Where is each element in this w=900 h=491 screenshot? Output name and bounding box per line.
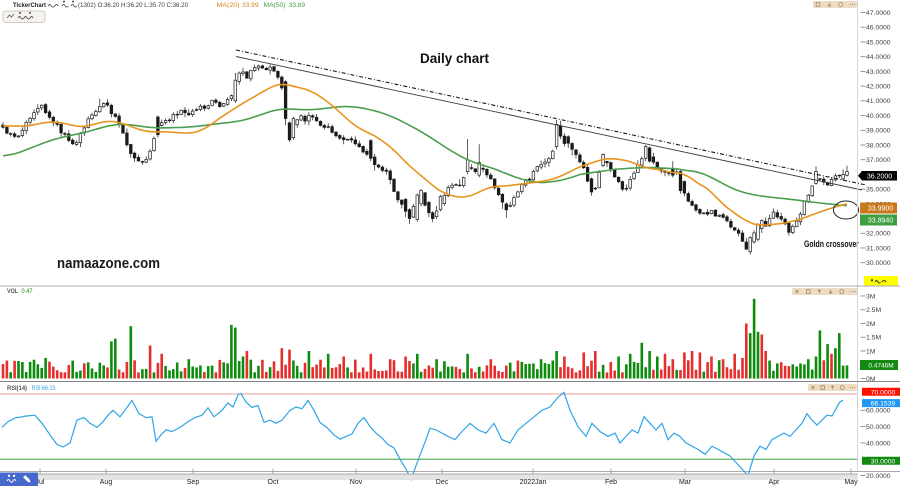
svg-text:33.89: 33.89 bbox=[289, 2, 306, 9]
svg-text:Oct: Oct bbox=[268, 479, 279, 486]
svg-text:33.9900: 33.9900 bbox=[868, 206, 893, 213]
svg-text:31.0000: 31.0000 bbox=[866, 245, 891, 252]
svg-text:45.0000: 45.0000 bbox=[866, 39, 891, 46]
svg-text:32.0000: 32.0000 bbox=[866, 231, 891, 238]
svg-text:50.0000: 50.0000 bbox=[866, 424, 891, 431]
svg-text:43.0000: 43.0000 bbox=[866, 69, 891, 76]
svg-text:May: May bbox=[844, 479, 858, 486]
svg-text:RSI(14): RSI(14) bbox=[7, 385, 27, 392]
svg-text:1M: 1M bbox=[866, 348, 876, 355]
svg-text:MA(20): MA(20) bbox=[217, 2, 240, 9]
svg-text:44.0000: 44.0000 bbox=[866, 54, 891, 61]
svg-text:TickerChart: TickerChart bbox=[13, 2, 46, 9]
svg-text:30.0000: 30.0000 bbox=[866, 260, 891, 267]
svg-text:0.47: 0.47 bbox=[22, 288, 34, 295]
svg-text:Dec: Dec bbox=[436, 479, 449, 486]
svg-text:40.0000: 40.0000 bbox=[866, 440, 891, 447]
svg-text:35.0000: 35.0000 bbox=[866, 187, 891, 194]
svg-text:36.2000: 36.2000 bbox=[867, 173, 892, 180]
svg-text:40.0000: 40.0000 bbox=[866, 113, 891, 120]
svg-text:20.0000: 20.0000 bbox=[866, 473, 891, 480]
svg-text:46.0000: 46.0000 bbox=[866, 25, 891, 32]
svg-text:2022Jan: 2022Jan bbox=[520, 479, 547, 486]
svg-text:3M: 3M bbox=[866, 293, 876, 300]
svg-text:VOL: VOL bbox=[7, 288, 18, 295]
svg-text:1.5M: 1.5M bbox=[866, 335, 881, 342]
svg-text:Daily chart: Daily chart bbox=[420, 51, 490, 66]
svg-text:Apr: Apr bbox=[769, 479, 781, 486]
svg-text:41.0000: 41.0000 bbox=[866, 98, 891, 105]
svg-text:2M: 2M bbox=[866, 321, 876, 328]
svg-text:Goldn crossover: Goldn crossover bbox=[804, 239, 859, 250]
svg-text:(1302) O:36.20 H:36.20 L:35.70: (1302) O:36.20 H:36.20 L:35.70 C:36.20 bbox=[78, 2, 189, 9]
svg-text:0M: 0M bbox=[866, 376, 876, 383]
svg-text:Mar: Mar bbox=[679, 479, 692, 486]
svg-text:2.5M: 2.5M bbox=[866, 307, 881, 314]
svg-text:39.0000: 39.0000 bbox=[866, 128, 891, 135]
svg-text:Jul: Jul bbox=[36, 479, 45, 486]
svg-text:42.0000: 42.0000 bbox=[866, 84, 891, 91]
svg-text:66.1539: 66.1539 bbox=[871, 401, 896, 408]
svg-text:33.99: 33.99 bbox=[242, 2, 259, 9]
svg-text:Sep: Sep bbox=[187, 479, 200, 486]
svg-text:33.8940: 33.8940 bbox=[868, 218, 893, 225]
svg-text:RSI:66.15: RSI:66.15 bbox=[32, 385, 56, 392]
svg-text:70.0000: 70.0000 bbox=[871, 389, 896, 396]
svg-text:Feb: Feb bbox=[605, 479, 617, 486]
svg-text:37.0000: 37.0000 bbox=[866, 157, 891, 164]
svg-text:0.4746M: 0.4746M bbox=[868, 363, 893, 370]
svg-text:Nov: Nov bbox=[350, 479, 363, 486]
svg-text:Aug: Aug bbox=[100, 479, 113, 486]
svg-text:47.0000: 47.0000 bbox=[866, 10, 891, 17]
svg-text:30.0000: 30.0000 bbox=[871, 458, 896, 465]
svg-text:60.0000: 60.0000 bbox=[866, 408, 891, 415]
svg-text:38.0000: 38.0000 bbox=[866, 142, 891, 149]
svg-text:namaazone.com: namaazone.com bbox=[57, 255, 160, 272]
svg-text:MA(50): MA(50) bbox=[264, 2, 286, 9]
